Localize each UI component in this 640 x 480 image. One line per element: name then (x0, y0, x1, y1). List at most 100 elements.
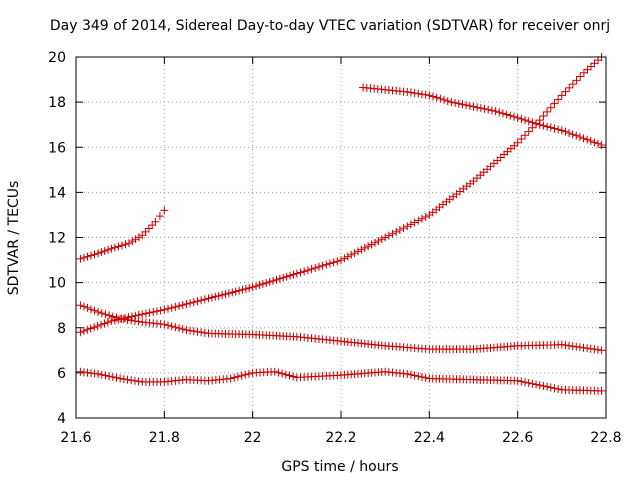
axis-ticks: 21.6 21.8 22 22.2 22.4 22.6 22.8 4 6 8 10 12 14 16 18 2… (48, 50, 621, 446)
data-point (546, 383, 555, 392)
data-point (579, 343, 588, 352)
data-point (248, 283, 257, 292)
data-point (377, 235, 386, 244)
data-point (539, 112, 548, 121)
data-point (325, 259, 334, 268)
data-point (138, 231, 147, 240)
data-point (469, 102, 478, 111)
x-tick-label: 22.4 (414, 430, 445, 446)
data-point (238, 285, 247, 294)
data-point (384, 231, 393, 240)
data-point (509, 112, 518, 121)
data-point (410, 371, 419, 380)
data-point (575, 343, 584, 352)
x-tick-label: 22 (244, 430, 262, 446)
data-point (539, 382, 548, 391)
data-point (86, 324, 95, 333)
data-point (524, 127, 533, 136)
data-point (399, 224, 408, 233)
data-point (417, 373, 426, 382)
data-point (347, 250, 356, 259)
data-point (487, 106, 496, 115)
data-point (197, 296, 206, 305)
data-point (406, 370, 415, 379)
data-point (105, 311, 114, 320)
data-point (286, 271, 295, 280)
data-point (462, 101, 471, 110)
data-point (160, 305, 169, 314)
data-point (164, 321, 173, 330)
data-point (498, 109, 507, 118)
data-point (364, 242, 373, 251)
data-point (458, 100, 467, 109)
plot-frame (75, 56, 607, 419)
data-point (211, 292, 220, 301)
data-point (204, 294, 213, 303)
data-point (576, 72, 585, 81)
data-point (414, 89, 423, 98)
data-point (524, 117, 533, 126)
data-point (231, 287, 240, 296)
data-point (550, 384, 559, 393)
data-point (539, 121, 548, 130)
data-point (388, 229, 397, 238)
data-point (105, 372, 114, 381)
data-point (565, 83, 574, 92)
data-point (513, 113, 522, 122)
y-tick-label: 16 (48, 140, 66, 156)
data-point (97, 309, 106, 318)
data-point (100, 319, 109, 328)
data-point (318, 261, 327, 270)
data-point (517, 377, 526, 386)
data-point (543, 107, 552, 116)
data-point (171, 302, 180, 311)
data-point (141, 227, 150, 236)
data-point (550, 124, 559, 133)
data-point (123, 315, 132, 324)
data-point (421, 373, 430, 382)
data-point (521, 131, 530, 140)
data-point (189, 327, 198, 336)
data-point (108, 312, 117, 321)
data-point (119, 315, 128, 324)
data-point (543, 382, 552, 391)
data-point (167, 303, 176, 312)
data-point (156, 306, 165, 315)
data-point (281, 370, 290, 379)
y-tick-label: 18 (48, 95, 66, 111)
data-point (414, 372, 423, 381)
data-point (224, 289, 233, 298)
data-point (121, 240, 130, 249)
x-axis-label: GPS time / hours (281, 459, 398, 475)
x-tick-label: 22.8 (590, 430, 621, 446)
data-point (561, 341, 570, 350)
data-point (350, 249, 359, 258)
data-point (110, 243, 119, 252)
data-point (270, 367, 279, 376)
data-point (90, 306, 99, 315)
data-point (128, 237, 137, 246)
data-point (214, 291, 223, 300)
data-point (182, 326, 191, 335)
data-point (343, 252, 352, 261)
data-point (381, 233, 390, 242)
data-point (554, 385, 563, 394)
data-point (392, 227, 401, 236)
data-point (233, 372, 242, 381)
data-point (127, 312, 136, 321)
data-point (178, 325, 187, 334)
data-point (521, 116, 530, 125)
data-point (517, 134, 526, 143)
y-tick-label: 10 (48, 276, 66, 292)
data-point (421, 212, 430, 221)
data-point (495, 108, 504, 117)
data-point (289, 270, 298, 279)
data-point (583, 344, 592, 353)
data-point (360, 243, 369, 252)
data-point (104, 245, 113, 254)
data-point (76, 301, 85, 310)
data-point (436, 94, 445, 103)
data-point (116, 374, 125, 383)
data-point (79, 253, 88, 262)
data-point (403, 370, 412, 379)
